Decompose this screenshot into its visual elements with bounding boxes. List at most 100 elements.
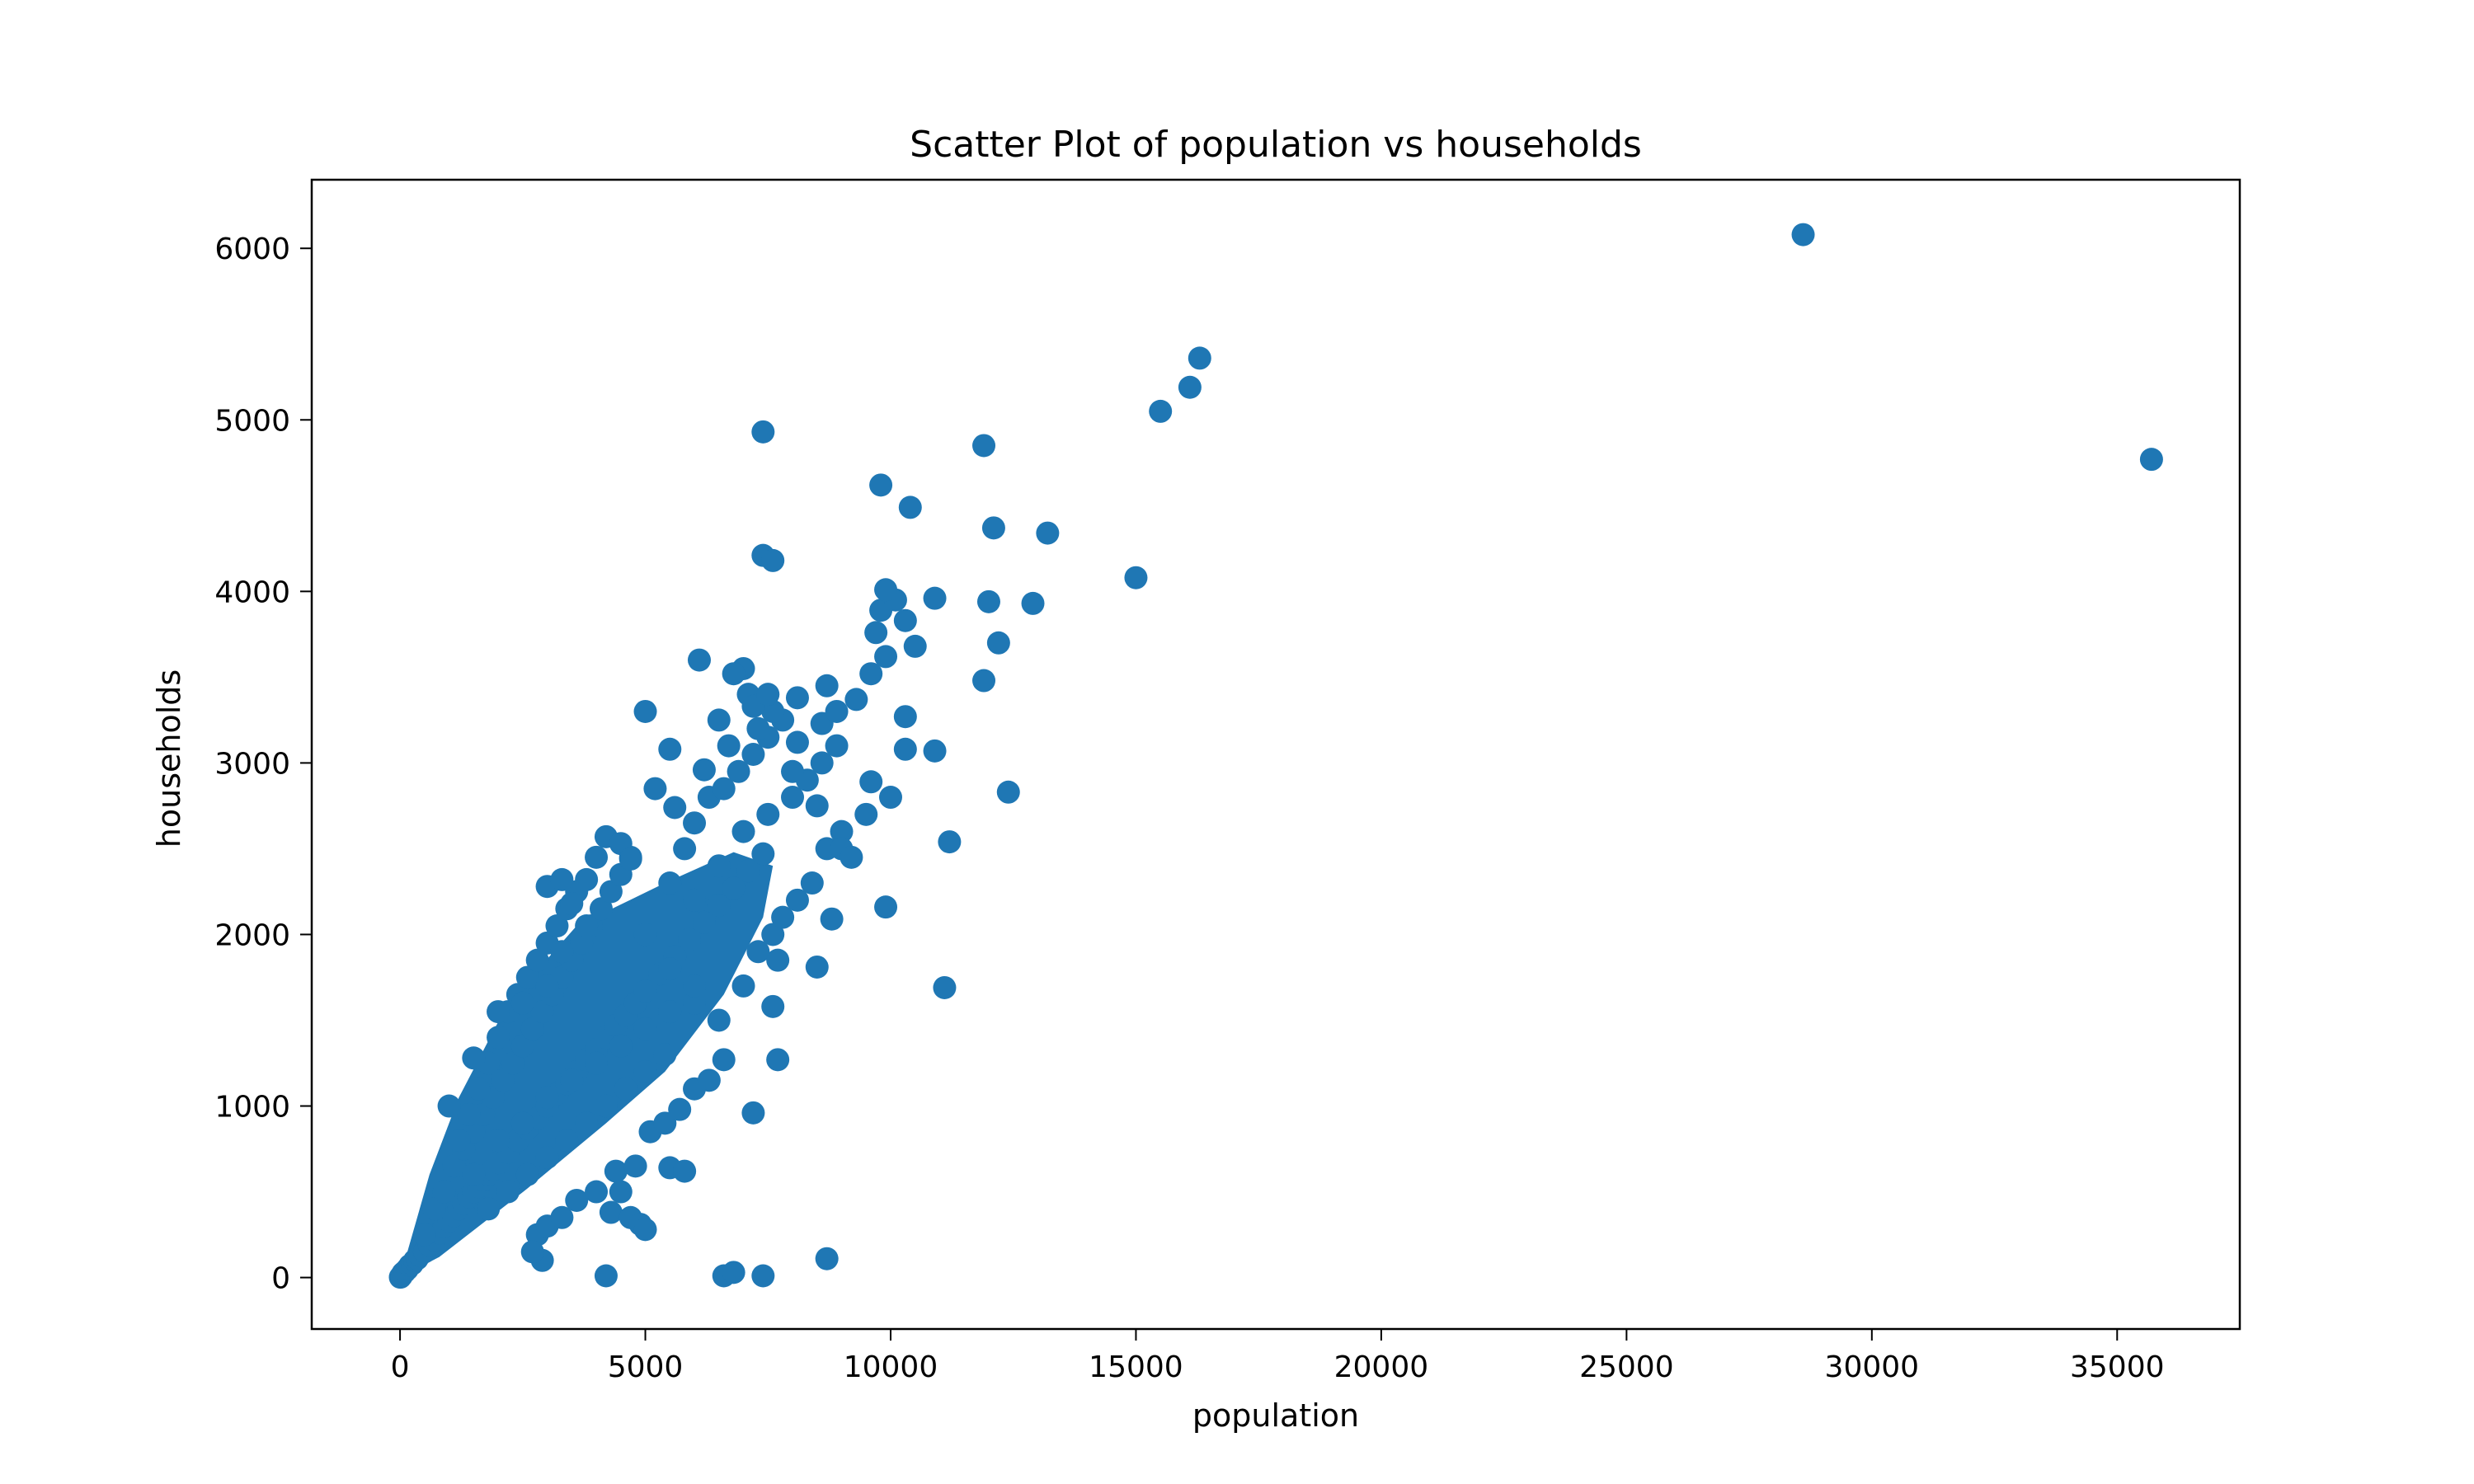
data-point [510,991,534,1015]
data-point [712,777,736,801]
data-point [575,1111,599,1135]
data-point [903,634,927,658]
data-point [722,876,745,900]
data-point [683,991,707,1015]
x-tick-label: 0 [391,1350,410,1384]
data-point [825,734,849,758]
data-point [609,1180,633,1204]
data-point [741,1101,765,1125]
data-point [692,910,716,934]
x-tick-label: 10000 [844,1350,938,1384]
x-axis-ticks: 0 5000 10000 15000 20000 25000 30000 35000 [391,1329,2165,1384]
data-point [550,1205,574,1229]
data-point [746,940,770,964]
data-point [751,842,775,866]
data-point [447,1129,471,1153]
data-point [815,674,839,697]
data-point [510,1111,534,1135]
data-point [457,1102,481,1126]
data-point [874,895,898,919]
data-point [864,621,888,645]
data-point [810,751,834,775]
data-point [618,847,642,871]
data-point [781,759,805,783]
data-point [893,737,917,761]
data-point [1149,399,1173,423]
x-tick-label: 5000 [608,1350,684,1384]
data-point [972,434,996,458]
data-point [712,1048,736,1072]
data-point [805,955,829,979]
data-point [510,1034,534,1058]
x-tick-label: 20000 [1334,1350,1429,1384]
data-point [756,683,780,707]
data-point [859,662,883,686]
data-point [530,1000,554,1024]
data-point [800,871,824,895]
data-point [437,1094,461,1118]
data-point [525,948,549,972]
y-axis-ticks: 0 1000 2000 3000 4000 5000 6000 [214,232,312,1296]
data-point [1188,346,1211,370]
data-point [462,1046,486,1070]
data-point [487,1026,510,1050]
y-tick-label: 5000 [214,404,290,438]
data-point [673,837,697,861]
data-point [560,1068,584,1092]
data-point [898,495,922,519]
data-point [1178,375,1202,399]
data-point [487,1000,510,1024]
data-point [560,892,584,916]
data-point [515,965,539,989]
data-point [653,1111,677,1135]
data-point [731,974,755,998]
data-point [585,1180,609,1204]
data-point [633,699,657,723]
data-point [815,1247,839,1270]
data-point [766,948,790,972]
data-point [535,1145,559,1169]
data-point [1124,566,1148,589]
y-tick-label: 2000 [214,918,290,952]
data-point [996,780,1020,804]
data-point [501,1051,524,1075]
data-point [535,974,559,998]
data-point [496,1180,520,1204]
data-point [589,897,613,921]
data-point [462,1162,486,1186]
data-point [520,1017,544,1040]
data-point [874,578,898,602]
data-point [893,608,917,632]
data-point [1021,591,1045,615]
data-point [585,845,609,869]
data-point [981,516,1005,540]
y-tick-label: 3000 [214,747,290,781]
data-point [972,669,996,693]
data-point [722,1261,745,1284]
data-point [751,420,775,444]
data-point [697,1068,721,1092]
data-point [633,1218,657,1242]
data-point [722,662,745,686]
data-point [746,716,770,740]
points-layer [388,223,2163,1289]
data-point [633,1059,657,1083]
data-point [594,1094,618,1118]
data-point [717,734,741,758]
data-point [923,586,947,610]
data-point [785,730,809,754]
data-point [1791,223,1815,247]
data-point [785,888,809,912]
data-point [741,743,765,766]
data-point [766,1048,790,1072]
data-point [683,974,707,998]
data-point [933,975,957,999]
x-axis-label: population [1192,1397,1359,1434]
data-point [565,1188,589,1212]
data-point [432,1180,456,1204]
data-point [844,688,868,711]
data-point [609,1034,633,1058]
data-point [604,1159,628,1183]
data-point [683,811,707,835]
data-point [1036,521,1060,545]
